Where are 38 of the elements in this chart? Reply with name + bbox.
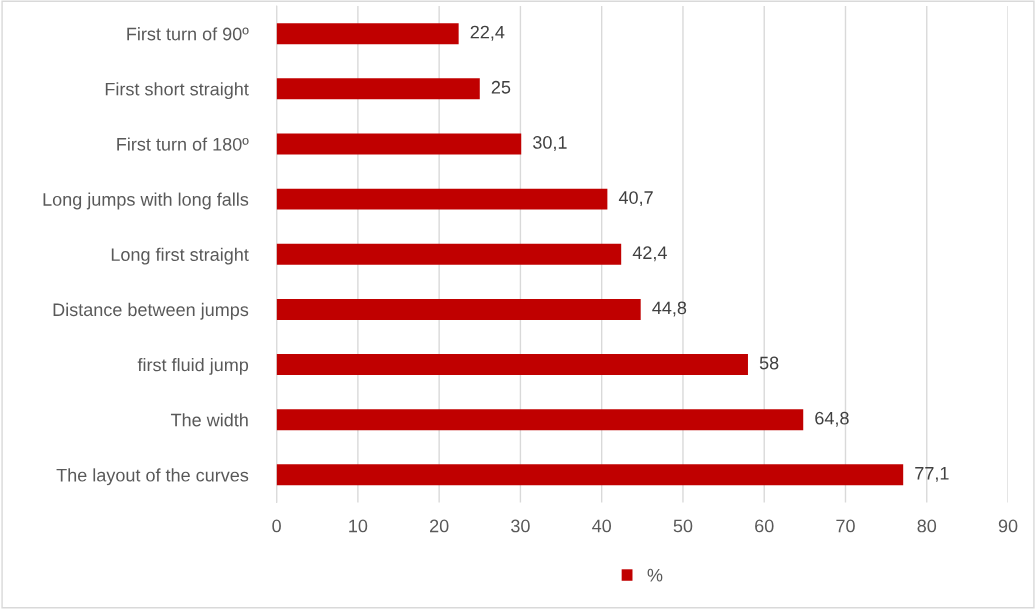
data-label: 64,8	[815, 411, 849, 427]
legend-label: %	[647, 568, 663, 582]
y-tick-label: First turn of 180º	[117, 137, 249, 151]
x-tick-label: 10	[349, 519, 368, 533]
x-tick-label: 80	[917, 519, 937, 533]
y-tick-label: Distance between jumps	[53, 302, 249, 320]
x-tick-label: 90	[998, 519, 1018, 533]
bar	[276, 188, 608, 210]
data-label: 25	[491, 80, 511, 94]
bar	[276, 23, 459, 45]
x-tick-label: 50	[673, 519, 693, 533]
y-tick-label: The width	[170, 413, 248, 427]
y-tick-label: First turn of 90º	[127, 27, 249, 41]
bar	[276, 354, 748, 376]
data-label: 40,7	[618, 191, 653, 207]
data-label: 42,4	[632, 246, 667, 262]
y-tick-label: First short straight	[105, 82, 249, 100]
y-tick-label: The layout of the curves	[56, 468, 249, 486]
data-label: 30,1	[533, 136, 567, 151]
y-tick-label: Long jumps with long falls	[43, 192, 249, 210]
bar	[276, 78, 480, 100]
x-tick-label: 70	[836, 519, 855, 533]
data-label: 58	[759, 356, 779, 370]
bar	[276, 464, 904, 486]
x-tick-label: 20	[430, 519, 449, 533]
bar	[276, 298, 641, 320]
data-label: 44,8	[652, 301, 687, 317]
bar	[276, 243, 622, 265]
data-label: 22,4	[470, 25, 505, 41]
x-tick-label: 60	[755, 519, 774, 533]
bar	[276, 133, 522, 155]
x-tick-label: 30	[511, 519, 530, 533]
data-label: 77,1	[915, 467, 949, 482]
y-tick-label: Long first straight	[111, 247, 249, 265]
y-tick-label: first fluid jump	[137, 358, 249, 375]
x-tick-label: 40	[592, 519, 612, 533]
x-tick-label: 0	[272, 519, 281, 533]
bar	[276, 409, 804, 431]
